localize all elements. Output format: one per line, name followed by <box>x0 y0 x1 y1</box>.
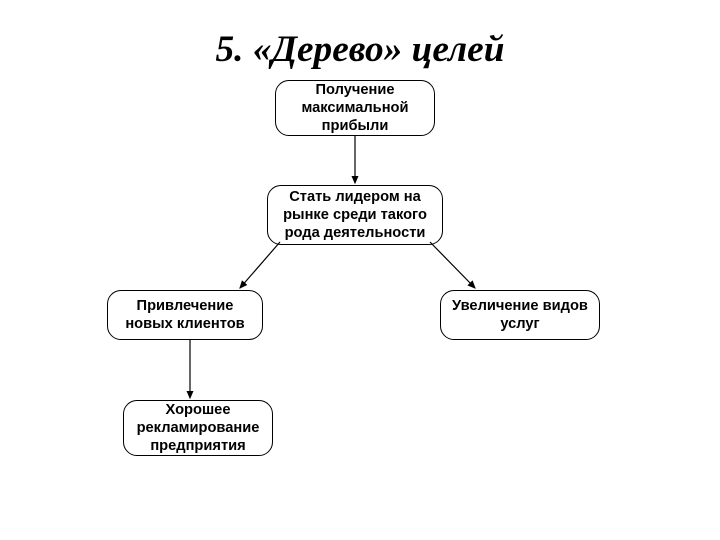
tree-node-leader: Стать лидером на рынке среди такого рода… <box>267 185 443 245</box>
tree-edge <box>430 242 475 288</box>
tree-edge <box>240 242 280 288</box>
tree-node-root: Получение максимальной прибыли <box>275 80 435 136</box>
page-title: 5. «Дерево» целей <box>0 28 720 71</box>
tree-node-services: Увеличение видов услуг <box>440 290 600 340</box>
tree-node-clients: Привлечение новых клиентов <box>107 290 263 340</box>
tree-node-ads: Хорошее рекламирование предприятия <box>123 400 273 456</box>
